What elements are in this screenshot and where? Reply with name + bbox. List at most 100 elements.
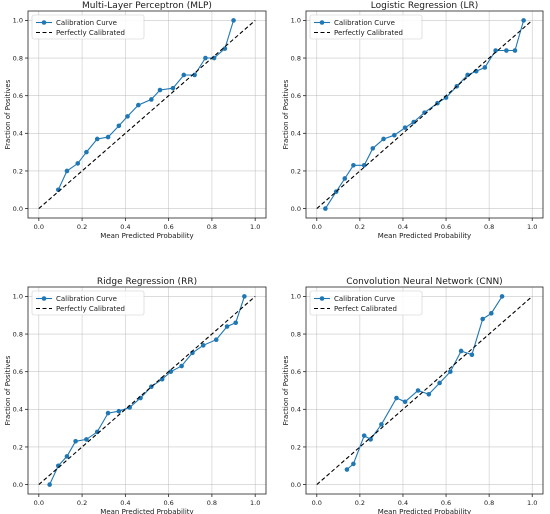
legend: Calibration Curve Perfectly Calibrated bbox=[309, 14, 423, 40]
x-tick-label: 0.8 bbox=[207, 499, 217, 507]
calibration-point bbox=[84, 437, 89, 442]
x-tick-label: 0.2 bbox=[77, 223, 87, 231]
calibration-point bbox=[159, 376, 165, 382]
y-tick-label: 0.0 bbox=[291, 205, 301, 213]
calibration-point bbox=[521, 18, 526, 23]
plot-frame bbox=[27, 286, 267, 495]
calibration-point bbox=[361, 433, 367, 438]
x-tick-label: 1.0 bbox=[527, 499, 537, 507]
chart-title: Multi-Layer Perceptron (MLP) bbox=[82, 1, 212, 11]
calibration-point bbox=[392, 132, 397, 138]
x-tick-label: 0.6 bbox=[441, 223, 451, 231]
x-tick-label: 0.4 bbox=[120, 223, 130, 231]
calibration-point bbox=[415, 388, 421, 393]
calibration-point bbox=[437, 380, 442, 386]
calibration-point bbox=[105, 410, 111, 416]
plot-frame bbox=[305, 10, 544, 219]
calibration-point bbox=[370, 146, 376, 151]
legend-label: Calibration Curve bbox=[334, 295, 395, 303]
legend-marker-swatch bbox=[319, 296, 325, 301]
legend-label: Perfect Calibrated bbox=[334, 305, 397, 313]
calibration-point bbox=[200, 343, 206, 348]
legend-label: Perfectly Calibrated bbox=[334, 29, 403, 37]
x-tick-label: 0.8 bbox=[484, 499, 494, 507]
y-tick-label: 0.2 bbox=[13, 443, 23, 451]
y-axis-label: Fraction of Positives bbox=[4, 355, 12, 425]
y-tick-label: 0.8 bbox=[291, 54, 301, 62]
calibration-point bbox=[105, 134, 111, 140]
legend: Calibration Curve Perfect Calibrated bbox=[309, 290, 423, 316]
x-tick-label: 0.4 bbox=[398, 223, 408, 231]
calibration-curve-line bbox=[346, 296, 503, 470]
calibration-point bbox=[361, 163, 367, 168]
calibration-point bbox=[488, 311, 494, 316]
calibration-point bbox=[342, 176, 348, 181]
x-tick-label: 0.6 bbox=[441, 499, 451, 507]
calibration-point bbox=[179, 363, 184, 369]
legend-box bbox=[31, 290, 145, 316]
legend: Calibration Curve Perfectly Calibrated bbox=[31, 14, 145, 40]
legend-marker-swatch bbox=[319, 20, 325, 25]
plot-frame bbox=[27, 10, 267, 219]
y-tick-label: 0.8 bbox=[291, 330, 301, 338]
calibration-point bbox=[157, 87, 163, 93]
y-tick-label: 0.4 bbox=[13, 130, 23, 138]
calibration-point bbox=[136, 102, 141, 108]
x-tick-label: 0.2 bbox=[77, 499, 87, 507]
chart-title: Logistic Regression (LR) bbox=[371, 1, 478, 11]
legend-label: Calibration Curve bbox=[334, 19, 395, 27]
calibration-point bbox=[64, 168, 70, 174]
calibration-point bbox=[94, 136, 100, 142]
x-tick-label: 0.0 bbox=[34, 223, 44, 231]
y-tick-label: 0.4 bbox=[291, 130, 301, 138]
chart-title: Convolution Neural Network (CNN) bbox=[346, 277, 502, 287]
x-tick-label: 0.4 bbox=[120, 499, 130, 507]
perfect-calibration-line bbox=[316, 19, 533, 210]
calibration-point bbox=[512, 48, 518, 53]
x-tick-label: 0.0 bbox=[312, 499, 322, 507]
calibration-point bbox=[381, 136, 386, 142]
legend-label: Calibration Curve bbox=[56, 19, 117, 27]
calibration-point bbox=[84, 149, 89, 155]
calibration-point bbox=[469, 352, 475, 358]
calibration-point bbox=[394, 395, 399, 401]
calibration-point bbox=[448, 369, 453, 374]
legend-label: Calibration Curve bbox=[56, 295, 117, 303]
y-tick-label: 0.0 bbox=[13, 205, 23, 213]
y-tick-label: 0.4 bbox=[13, 406, 23, 414]
legend-marker-swatch bbox=[41, 296, 47, 301]
perfect-calibration-line bbox=[38, 19, 256, 210]
calibration-point bbox=[379, 422, 384, 427]
perfect-calibration-line bbox=[38, 295, 256, 486]
y-tick-label: 0.6 bbox=[291, 368, 301, 376]
calibration-point bbox=[351, 461, 356, 467]
y-axis-label: Fraction of Positives bbox=[282, 355, 290, 425]
plot-frame bbox=[305, 286, 544, 495]
calibration-point bbox=[203, 55, 208, 61]
y-tick-label: 0.2 bbox=[13, 167, 23, 175]
calibration-point bbox=[368, 437, 373, 442]
y-axis-label: Fraction of Positives bbox=[282, 79, 290, 149]
calibration-point bbox=[351, 163, 356, 168]
calibration-curve-line bbox=[57, 20, 235, 191]
calibration-point bbox=[493, 48, 498, 53]
y-tick-label: 0.4 bbox=[291, 406, 301, 414]
y-tick-label: 0.2 bbox=[291, 167, 301, 175]
calibration-point bbox=[499, 294, 505, 299]
calibration-point bbox=[231, 18, 236, 23]
x-tick-label: 0.6 bbox=[163, 223, 173, 231]
y-tick-label: 0.6 bbox=[291, 92, 301, 100]
y-tick-label: 1.0 bbox=[291, 17, 301, 25]
y-tick-label: 1.0 bbox=[13, 17, 23, 25]
x-tick-label: 0.6 bbox=[163, 499, 173, 507]
x-tick-label: 0.4 bbox=[398, 499, 408, 507]
perfect-calibration-line bbox=[316, 295, 533, 486]
calibration-point bbox=[323, 206, 328, 211]
legend-label: Perfectly Calibrated bbox=[56, 29, 125, 37]
calibration-point bbox=[242, 294, 247, 299]
calibration-point bbox=[116, 123, 122, 129]
calibration-point bbox=[170, 85, 176, 91]
calibration-point bbox=[480, 316, 485, 322]
y-tick-label: 1.0 bbox=[291, 293, 301, 301]
